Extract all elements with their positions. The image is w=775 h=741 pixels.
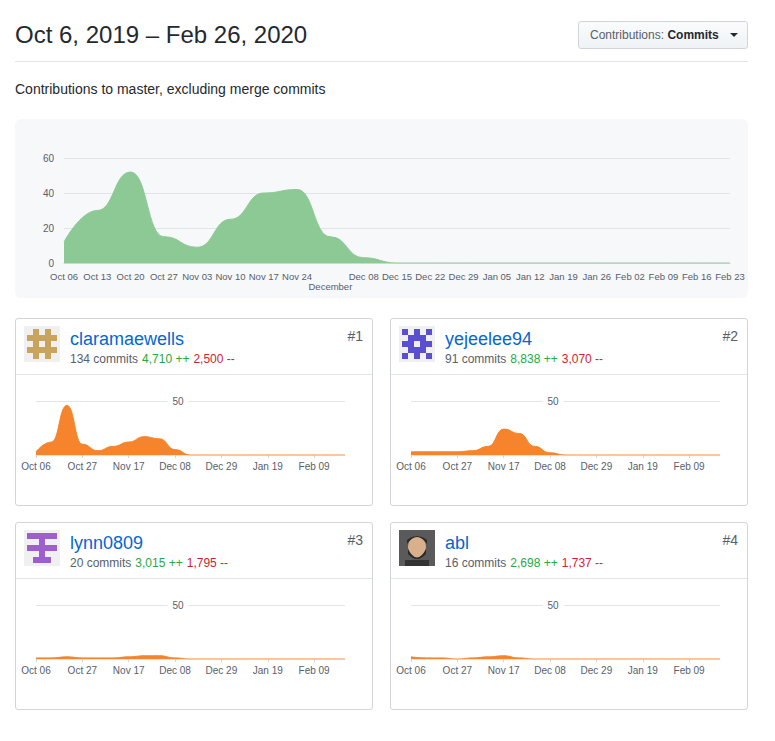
svg-text:Feb 09: Feb 09 [299, 665, 331, 676]
svg-text:Dec 29: Dec 29 [581, 665, 613, 676]
svg-text:Oct 13: Oct 13 [83, 271, 111, 282]
svg-text:Jan 26: Jan 26 [583, 271, 612, 282]
svg-text:Dec 08: Dec 08 [534, 461, 566, 472]
svg-text:50: 50 [172, 600, 184, 611]
svg-text:Jan 19: Jan 19 [253, 461, 283, 472]
html-text:91 commits 8,838 ++ 3,070 --: 91 commits 8,838 ++ 3,070 -- [445, 352, 604, 366]
svg-text:Dec 08: Dec 08 [159, 461, 191, 472]
svg-text:Oct 27: Oct 27 [150, 271, 178, 282]
svg-text:Feb 09: Feb 09 [299, 461, 331, 472]
html-text:lynn0809: lynn0809 [70, 533, 144, 553]
svg-text:Feb 09: Feb 09 [674, 665, 706, 676]
svg-text:Dec 29: Dec 29 [581, 461, 613, 472]
svg-text:60: 60 [43, 153, 55, 164]
svg-text:Feb 16: Feb 16 [682, 271, 712, 282]
svg-text:Dec 29: Dec 29 [206, 461, 238, 472]
svg-text:Oct 27: Oct 27 [68, 665, 98, 676]
svg-text:Oct 27: Oct 27 [443, 461, 473, 472]
svg-text:50: 50 [547, 600, 559, 611]
svg-text:Nov 17: Nov 17 [488, 461, 520, 472]
svg-text:Jan 19: Jan 19 [549, 271, 578, 282]
html-text:#2: #2 [722, 328, 738, 344]
svg-text:50: 50 [172, 396, 184, 407]
svg-text:December: December [308, 281, 352, 292]
html-text:134 commits 4,710 ++ 2,500 --: 134 commits 4,710 ++ 2,500 -- [70, 352, 235, 366]
svg-text:Nov 17: Nov 17 [249, 271, 279, 282]
html-text:#3: #3 [347, 532, 363, 548]
svg-text:Dec 08: Dec 08 [534, 665, 566, 676]
svg-text:50: 50 [547, 396, 559, 407]
svg-text:Nov 03: Nov 03 [182, 271, 212, 282]
svg-text:Jan 19: Jan 19 [253, 665, 283, 676]
svg-text:Jan 19: Jan 19 [628, 665, 658, 676]
svg-text:Jan 05: Jan 05 [483, 271, 512, 282]
svg-text:Dec 15: Dec 15 [382, 271, 412, 282]
svg-text:Dec 29: Dec 29 [449, 271, 479, 282]
html-text:Contributions: Commits: Contributions: Commits [590, 28, 719, 42]
svg-text:Jan 19: Jan 19 [628, 461, 658, 472]
svg-text:Oct 06: Oct 06 [396, 461, 426, 472]
html-text:claramaewells: claramaewells [70, 329, 184, 349]
svg-text:Dec 08: Dec 08 [349, 271, 379, 282]
svg-text:Feb 23: Feb 23 [715, 271, 745, 282]
svg-text:Oct 27: Oct 27 [68, 461, 98, 472]
svg-text:Feb 09: Feb 09 [649, 271, 679, 282]
svg-text:Oct 27: Oct 27 [443, 665, 473, 676]
svg-text:Dec 29: Dec 29 [206, 665, 238, 676]
html-text:16 commits 2,698 ++ 1,737 --: 16 commits 2,698 ++ 1,737 -- [445, 556, 604, 570]
svg-text:Jan 12: Jan 12 [516, 271, 545, 282]
svg-text:Nov 17: Nov 17 [488, 665, 520, 676]
html-text:yejeelee94: yejeelee94 [445, 329, 533, 349]
svg-text:0: 0 [48, 258, 54, 269]
svg-text:Feb 09: Feb 09 [674, 461, 706, 472]
svg-text:Oct 06: Oct 06 [396, 665, 426, 676]
html-text:#1: #1 [347, 328, 363, 344]
html-text:Contributions to master, exclu: Contributions to master, excluding merge… [15, 81, 326, 97]
svg-text:Oct 06: Oct 06 [21, 665, 51, 676]
html-text:abl: abl [445, 533, 469, 553]
svg-text:Oct 06: Oct 06 [50, 271, 78, 282]
svg-text:Nov 17: Nov 17 [113, 461, 145, 472]
svg-text:Oct 06: Oct 06 [21, 461, 51, 472]
svg-text:Nov 10: Nov 10 [215, 271, 245, 282]
svg-text:Oct 20: Oct 20 [117, 271, 145, 282]
html-text:Oct 6, 2019 – Feb 26, 2020: Oct 6, 2019 – Feb 26, 2020 [15, 21, 308, 48]
html-text:20 commits 3,015 ++ 1,795 --: 20 commits 3,015 ++ 1,795 -- [70, 556, 229, 570]
svg-text:20: 20 [43, 223, 55, 234]
svg-text:Feb 02: Feb 02 [615, 271, 645, 282]
svg-text:Nov 24: Nov 24 [282, 270, 313, 282]
svg-text:Dec 22: Dec 22 [415, 271, 445, 282]
svg-text:40: 40 [43, 188, 55, 199]
svg-text:Nov 17: Nov 17 [113, 665, 145, 676]
svg-text:Dec 08: Dec 08 [159, 665, 191, 676]
html-text:#4: #4 [722, 532, 738, 548]
